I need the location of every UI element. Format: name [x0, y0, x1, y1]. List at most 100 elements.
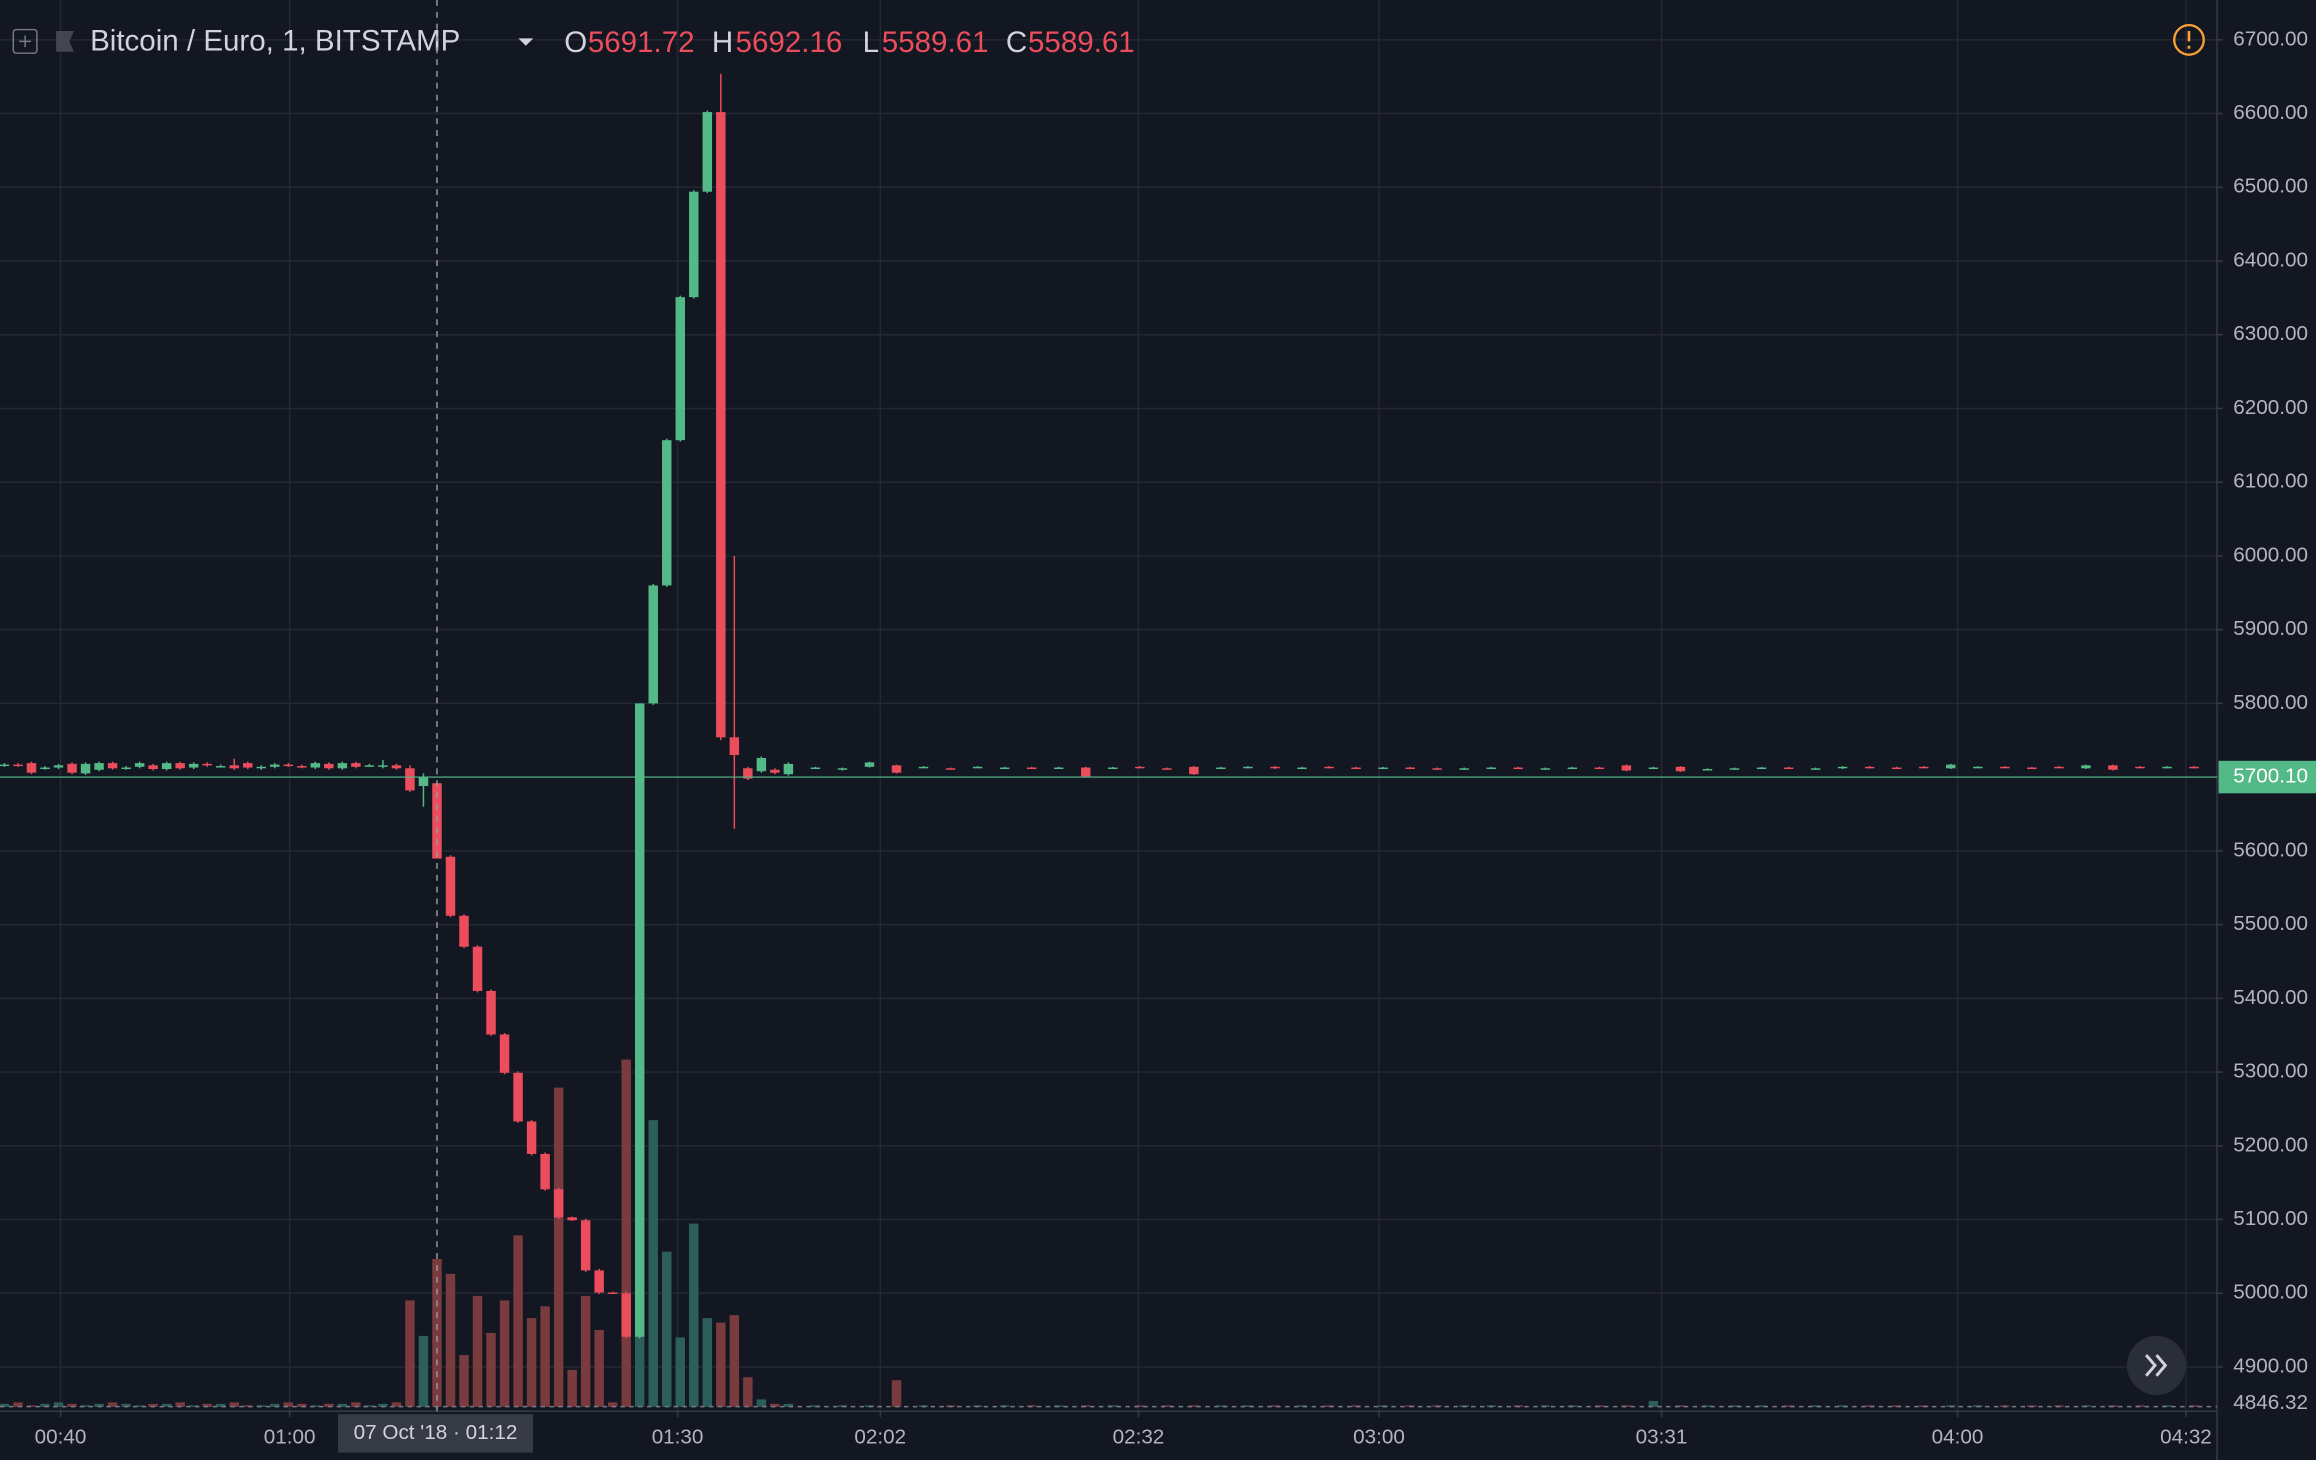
volume-bar [459, 1355, 469, 1407]
volume-bar [689, 1223, 699, 1407]
volume-bar [1729, 1405, 1740, 1407]
candle-body [2000, 766, 2010, 769]
candle-body [1783, 767, 1794, 770]
candle-body [472, 946, 483, 991]
y-tick-label: 6400.00 [2233, 248, 2308, 271]
candle-body [621, 1293, 631, 1337]
y-tick-label: 6300.00 [2233, 322, 2308, 345]
candle-body [243, 763, 253, 768]
candle-body [526, 1121, 537, 1154]
candle-body [648, 585, 658, 704]
candle-body [161, 763, 172, 770]
candle-body [553, 1189, 564, 1218]
candle-body [0, 764, 10, 767]
candle-body [2081, 765, 2091, 769]
y-tick-label: 6600.00 [2233, 101, 2308, 124]
volume-bar [175, 1402, 185, 1407]
volume-bar [80, 1405, 91, 1407]
candle-body [756, 757, 767, 772]
toolbar-icons [12, 23, 2205, 1395]
y-tick-label: 4900.00 [2233, 1354, 2308, 1377]
candle-body [2135, 766, 2145, 769]
flag-icon[interactable] [56, 31, 74, 52]
plot-area [0, 0, 2218, 1412]
candle-body [13, 764, 23, 767]
candle-body [1189, 766, 1199, 775]
symbol-dropdown[interactable] [518, 38, 534, 46]
candle-body [891, 765, 902, 773]
volume-bar [729, 1315, 740, 1407]
ohlc-label: L [863, 26, 879, 59]
candle-body [2054, 766, 2064, 769]
volume-bar [13, 1402, 23, 1407]
y-tick-label: 5600.00 [2233, 838, 2308, 861]
x-tick-label: 04:32 [2160, 1425, 2212, 1448]
volume-bar [243, 1405, 253, 1407]
volume-bar [1648, 1400, 1659, 1407]
y-tick-label: 6200.00 [2233, 396, 2308, 419]
candle-body [810, 767, 821, 770]
volume-bar [161, 1403, 172, 1407]
candle-body [418, 777, 429, 786]
volume-bar [553, 1087, 564, 1407]
candle-body [729, 737, 740, 756]
crosshair-tag [338, 1414, 533, 1453]
volume-bar [2162, 1405, 2172, 1407]
candle-body [580, 1220, 591, 1271]
x-tick-label: 02:02 [854, 1425, 906, 1448]
volume-bar [121, 1403, 131, 1407]
candle-body [337, 763, 348, 769]
volume-bar [405, 1300, 415, 1407]
volume-bar [26, 1405, 37, 1407]
candle-body [229, 765, 239, 769]
candle-body [540, 1153, 550, 1190]
ohlc-label: C [1006, 26, 1027, 59]
candle-body [1026, 767, 1037, 770]
y-tick-label: 5200.00 [2233, 1133, 2308, 1156]
candle-body [1648, 767, 1659, 770]
last-price-tag [2218, 760, 2316, 794]
ohlc-value: 5692.16 [736, 26, 843, 59]
x-tick-label: 04:00 [1932, 1425, 1984, 1448]
candle-body [148, 765, 158, 770]
volume-bar [594, 1329, 604, 1407]
add-icon[interactable] [12, 28, 38, 54]
candle-body [972, 766, 983, 769]
volume-bar [2189, 1405, 2199, 1407]
candle-body [1540, 768, 1551, 770]
volume-bar [634, 1335, 645, 1407]
candle-body [445, 856, 456, 916]
candle-body [918, 766, 929, 769]
candle-body [270, 764, 280, 767]
candle-body [364, 765, 375, 767]
volume-bar [648, 1120, 658, 1407]
volume-bar [1783, 1405, 1794, 1407]
candle-body [1756, 767, 1767, 770]
symbol-title[interactable]: Bitcoin / Euro, 1, BITSTAMP [90, 25, 460, 58]
volume-bar [134, 1405, 145, 1407]
x-tick-label: 01:30 [652, 1425, 704, 1448]
volume-bar [445, 1273, 456, 1407]
volume-bar [418, 1335, 429, 1407]
last-price-label: 5700.10 [2233, 765, 2308, 788]
volume-bar [1216, 1405, 1226, 1407]
volume-bar [188, 1405, 199, 1407]
candle-body [1432, 768, 1442, 770]
volume-bar [567, 1369, 577, 1407]
scroll-chevrons [2145, 1354, 2168, 1377]
candle-body [770, 769, 780, 773]
warning-icon[interactable] [2173, 23, 2205, 56]
candle-body [1486, 767, 1496, 770]
volume-bar [1324, 1405, 1334, 1407]
candle-body [202, 763, 212, 766]
candle-body [67, 763, 77, 773]
candle-body [1675, 766, 1686, 772]
volume-bar [675, 1337, 685, 1407]
volume-bar [1189, 1405, 1199, 1407]
candle-body [1135, 766, 1145, 769]
volume-bar [107, 1402, 118, 1407]
volume-bar [1621, 1405, 1632, 1407]
candle-body [378, 765, 388, 767]
